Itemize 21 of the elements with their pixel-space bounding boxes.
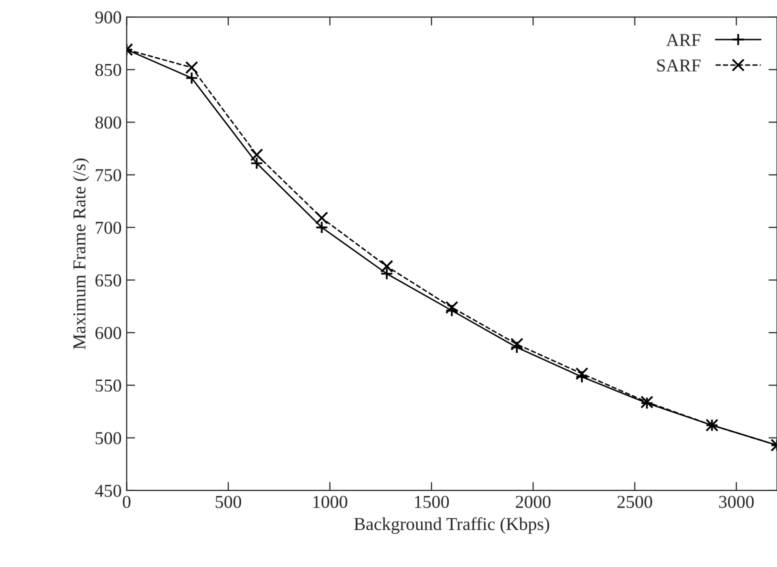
- y-tick-label: 800: [95, 116, 122, 129]
- x-tick-label: 2500: [617, 496, 652, 508]
- x-tick-label: 1000: [313, 496, 348, 508]
- y-tick-label: 900: [95, 11, 122, 24]
- y-tick-label: 750: [96, 169, 122, 182]
- y-tick-label: 550: [96, 380, 122, 392]
- y-tick-label: 850: [95, 64, 122, 76]
- y-tick-label: 700: [96, 222, 122, 234]
- x-tick-label: 1500: [415, 496, 449, 508]
- y-tick-label: 450: [95, 484, 122, 497]
- y-tick-label: 600: [95, 326, 122, 340]
- y-tick-label: 650: [95, 274, 122, 286]
- x-tick-label: 3000: [719, 496, 754, 508]
- x-tick-label: 2000: [516, 496, 550, 508]
- x-tick-label: 500: [216, 496, 242, 508]
- y-axis-title: Maximum Frame Rate (/s): [72, 158, 90, 350]
- x-axis-title: Background Traffic (Kbps): [354, 517, 550, 534]
- y-tick-label: 500: [96, 432, 122, 444]
- legend-label: ARF: [666, 34, 701, 46]
- legend-label: SARF: [657, 59, 701, 72]
- x-tick-label: 0: [122, 496, 130, 508]
